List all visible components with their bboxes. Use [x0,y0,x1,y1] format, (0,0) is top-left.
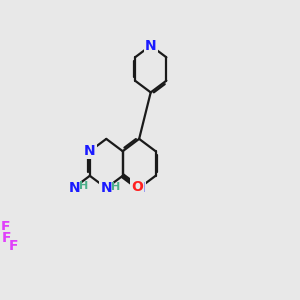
Text: N: N [100,181,112,195]
Text: O: O [131,180,143,194]
Text: N: N [133,181,145,195]
Text: H: H [111,182,121,192]
Text: N: N [145,39,157,52]
Text: F: F [2,231,11,245]
Text: F: F [0,220,10,233]
Text: N: N [84,144,96,158]
Text: N: N [68,181,80,194]
Text: H: H [79,181,88,191]
Text: F: F [9,238,18,253]
